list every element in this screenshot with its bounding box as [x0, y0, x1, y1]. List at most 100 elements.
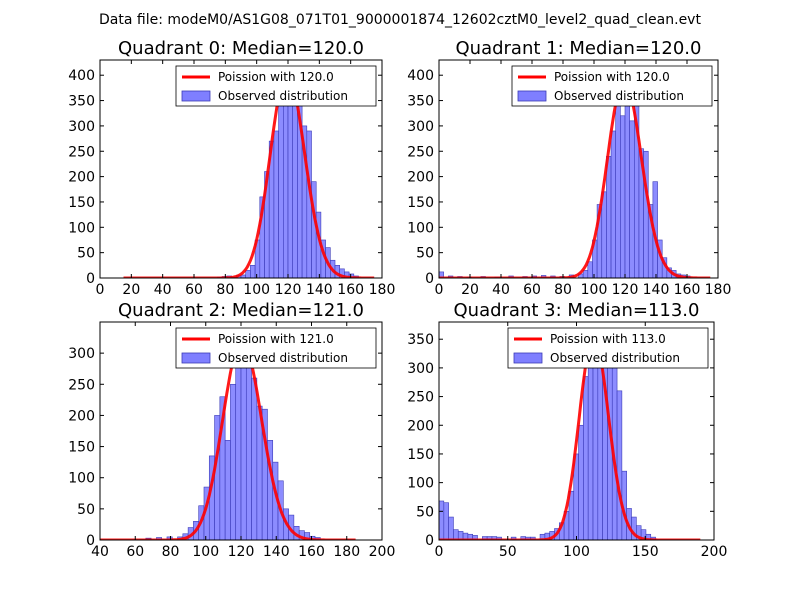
x-tick-label: 120: [275, 282, 302, 298]
y-tick-label: 350: [407, 94, 434, 110]
histogram-bar: [448, 516, 454, 540]
x-tick-label: 180: [705, 282, 732, 298]
x-tick-label: 0: [435, 544, 444, 560]
histogram-bar: [245, 270, 251, 278]
quadrant-0-chart: 0 20 40 60 80 100 120 140 160 180 0 50 100 150 200 250 3…: [68, 38, 395, 298]
histogram-bar: [273, 130, 279, 278]
axes-frame: [438, 59, 719, 279]
quadrant-2-chart: 40 60 80 100 120 140 160 180 200 0 50 100 150 200 250 3…: [68, 300, 395, 560]
x-tick-label: 120: [228, 544, 255, 560]
y-tick-label: 150: [68, 195, 95, 211]
y-tick-label: 200: [68, 408, 95, 424]
histogram-bar: [250, 265, 256, 278]
legend-bar-label: Observed distribution: [218, 89, 348, 103]
chart-title: Quadrant 1: Median=120.0: [456, 38, 702, 59]
legend-curve-label: Poission with 120.0: [218, 70, 334, 84]
y-tick-label: 300: [68, 346, 95, 362]
x-tick-label: 0: [435, 282, 444, 298]
x-tick-label: 60: [126, 544, 144, 560]
y-tick-label: 300: [407, 119, 434, 135]
histogram-bar: [230, 383, 237, 540]
y-tick-label: 300: [68, 119, 95, 135]
histogram-bar: [624, 79, 630, 278]
histogram-bar: [629, 120, 635, 278]
legend-bar-swatch: [517, 90, 547, 102]
histogram-bar: [578, 424, 584, 540]
poisson-fit-curve: [439, 78, 711, 278]
histogram-bar: [616, 390, 623, 540]
x-tick-label: 100: [192, 544, 219, 560]
legend: Poission with 120.0 Observed distribution: [511, 65, 713, 107]
figure-title: Data file: modeM0/AS1G08_071T01_90000018…: [99, 12, 701, 28]
histogram-bar: [439, 271, 444, 278]
y-tick-label: 50: [416, 246, 434, 262]
x-tick-label: 50: [499, 544, 517, 560]
histogram-bar: [606, 156, 612, 278]
x-tick-label: 160: [674, 282, 701, 298]
histogram-bar: [245, 355, 252, 540]
histogram-bar: [453, 529, 459, 540]
histogram-bar: [583, 376, 589, 540]
y-tick-label: 100: [407, 476, 434, 492]
x-tick-label: 180: [369, 282, 396, 298]
x-tick-label: 180: [333, 544, 360, 560]
x-tick-label: 40: [492, 282, 510, 298]
x-tick-label: 20: [122, 282, 140, 298]
x-tick-label: 80: [216, 282, 234, 298]
plot-area: [100, 339, 356, 540]
y-tick-label: 150: [407, 447, 434, 463]
x-tick-label: 80: [554, 282, 572, 298]
axes-frame: [99, 59, 383, 279]
y-tick-label: 200: [68, 170, 95, 186]
legend-bar-label: Observed distribution: [218, 351, 348, 365]
y-tick-label: 100: [68, 471, 95, 487]
plot-area: [123, 71, 375, 278]
y-tick-label: 350: [407, 332, 434, 348]
legend-bar-swatch: [181, 90, 211, 102]
histogram-bar: [306, 130, 312, 278]
y-tick-label: 200: [407, 418, 434, 434]
legend-curve-label: Poission with 121.0: [218, 332, 334, 346]
chart-title: Quadrant 3: Median=113.0: [454, 300, 700, 321]
y-tick-label: 0: [86, 533, 95, 549]
y-tick-label: 100: [68, 220, 95, 236]
y-tick-label: 0: [425, 271, 434, 287]
legend: Poission with 121.0 Observed distribution: [175, 327, 377, 369]
x-tick-label: 200: [701, 544, 728, 560]
histogram-bar: [587, 261, 593, 278]
x-tick-label: 80: [162, 544, 180, 560]
x-tick-label: 120: [612, 282, 639, 298]
x-tick-label: 20: [461, 282, 479, 298]
histogram-bar: [282, 95, 289, 278]
y-tick-label: 0: [425, 533, 434, 549]
plot-area: [439, 78, 711, 278]
y-tick-label: 50: [77, 502, 95, 518]
chart-title: Quadrant 2: Median=121.0: [118, 300, 364, 321]
y-tick-label: 100: [407, 220, 434, 236]
x-tick-label: 140: [263, 544, 290, 560]
histogram-bar: [224, 440, 231, 540]
x-tick-label: 140: [306, 282, 333, 298]
histogram-bar: [251, 377, 258, 540]
quadrant-3-chart: 0 50 100 150 200 0 50 100 150 200 250 300 350 Quadran…: [407, 300, 727, 560]
y-tick-label: 0: [86, 271, 95, 287]
legend-bar-swatch: [181, 352, 211, 364]
chart-title: Quadrant 0: Median=120.0: [118, 38, 364, 59]
poisson-fit-curve: [123, 71, 375, 278]
legend-curve-label: Poission with 113.0: [550, 332, 666, 346]
histogram-bar: [278, 105, 284, 278]
y-tick-label: 50: [77, 246, 95, 262]
plot-area: [439, 334, 701, 540]
histogram-bar: [443, 502, 449, 540]
x-tick-label: 150: [632, 544, 659, 560]
y-tick-label: 250: [68, 377, 95, 393]
histogram-bar: [240, 340, 247, 540]
histogram-bar: [235, 346, 242, 540]
y-tick-label: 400: [68, 68, 95, 84]
histogram-bar: [620, 115, 626, 278]
legend: Poission with 113.0 Observed distribution: [507, 327, 709, 369]
y-tick-label: 250: [407, 144, 434, 160]
histogram-bar: [610, 130, 616, 278]
y-tick-label: 150: [68, 440, 95, 456]
